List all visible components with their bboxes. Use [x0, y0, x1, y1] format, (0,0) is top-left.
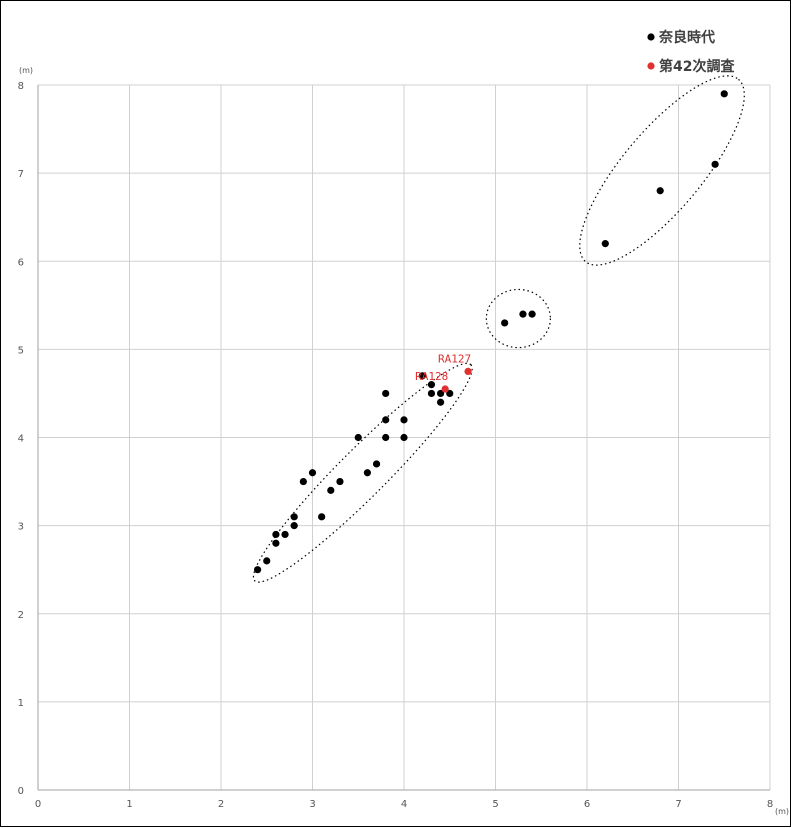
data-point	[720, 90, 728, 98]
group-ellipses	[252, 75, 745, 583]
data-point	[327, 486, 335, 494]
data-point	[528, 310, 536, 318]
x-tick-label: 8	[767, 799, 773, 810]
point-label: RA128	[415, 370, 448, 383]
legend-marker	[647, 62, 655, 70]
data-point	[501, 319, 509, 327]
data-point	[354, 433, 362, 442]
data-point	[272, 530, 280, 539]
data-point-red	[464, 367, 472, 376]
data-point	[427, 381, 436, 389]
y-tick-label: 4	[18, 434, 24, 445]
legend-label: 奈良時代	[658, 29, 715, 46]
y-tick-label: 6	[18, 257, 24, 268]
data-point	[382, 389, 390, 398]
y-tick-label: 7	[18, 169, 24, 180]
data-point	[656, 187, 664, 195]
data-point	[427, 389, 436, 398]
data-point-red	[441, 385, 449, 393]
x-tick-label: 1	[126, 799, 132, 810]
x-tick-label: 5	[492, 799, 498, 810]
data-point	[363, 469, 371, 477]
y-tick-label: 8	[18, 81, 24, 92]
y-tick-label: 3	[18, 522, 24, 533]
y-tick-label: 2	[18, 610, 24, 621]
data-point	[308, 469, 317, 477]
group-ellipse	[252, 362, 473, 583]
data-point	[372, 460, 381, 468]
x-tick-label: 4	[401, 799, 407, 810]
y-tick-label: 1	[18, 698, 24, 709]
group-ellipse	[485, 288, 552, 349]
data-point	[711, 160, 719, 168]
data-point	[418, 372, 426, 380]
grid-lines	[38, 84, 771, 790]
y-tick-label: 0	[18, 786, 24, 797]
legend-label: 第42次調査	[659, 58, 735, 75]
data-point	[382, 416, 390, 424]
data-point	[299, 477, 307, 486]
data-point	[272, 539, 280, 547]
x-axis-unit: (m)	[775, 807, 789, 816]
x-tick-label: 0	[35, 799, 41, 810]
data-point	[290, 522, 298, 530]
x-tick-label: 6	[584, 799, 590, 810]
y-axis-unit: (m)	[19, 66, 33, 75]
x-tick-label: 2	[218, 799, 224, 810]
legend-marker	[647, 33, 655, 41]
data-point	[446, 389, 454, 398]
data-point	[254, 566, 262, 574]
data-point	[601, 240, 609, 248]
data-points	[254, 90, 728, 574]
x-tick-label: 3	[309, 799, 315, 810]
data-point	[437, 389, 445, 398]
data-point	[382, 433, 390, 442]
data-point	[400, 433, 408, 442]
data-point	[281, 530, 289, 539]
point-label: RA127	[438, 352, 471, 365]
data-point	[400, 416, 408, 424]
x-tick-label: 7	[675, 799, 681, 810]
data-point	[437, 398, 445, 406]
y-tick-label: 5	[18, 345, 24, 356]
data-point	[336, 477, 344, 486]
point-annotations: RA127 RA128	[415, 352, 471, 383]
data-point	[263, 557, 271, 565]
data-point	[519, 310, 527, 318]
data-point	[318, 513, 326, 521]
group-ellipse	[579, 75, 745, 266]
data-point	[290, 513, 298, 521]
